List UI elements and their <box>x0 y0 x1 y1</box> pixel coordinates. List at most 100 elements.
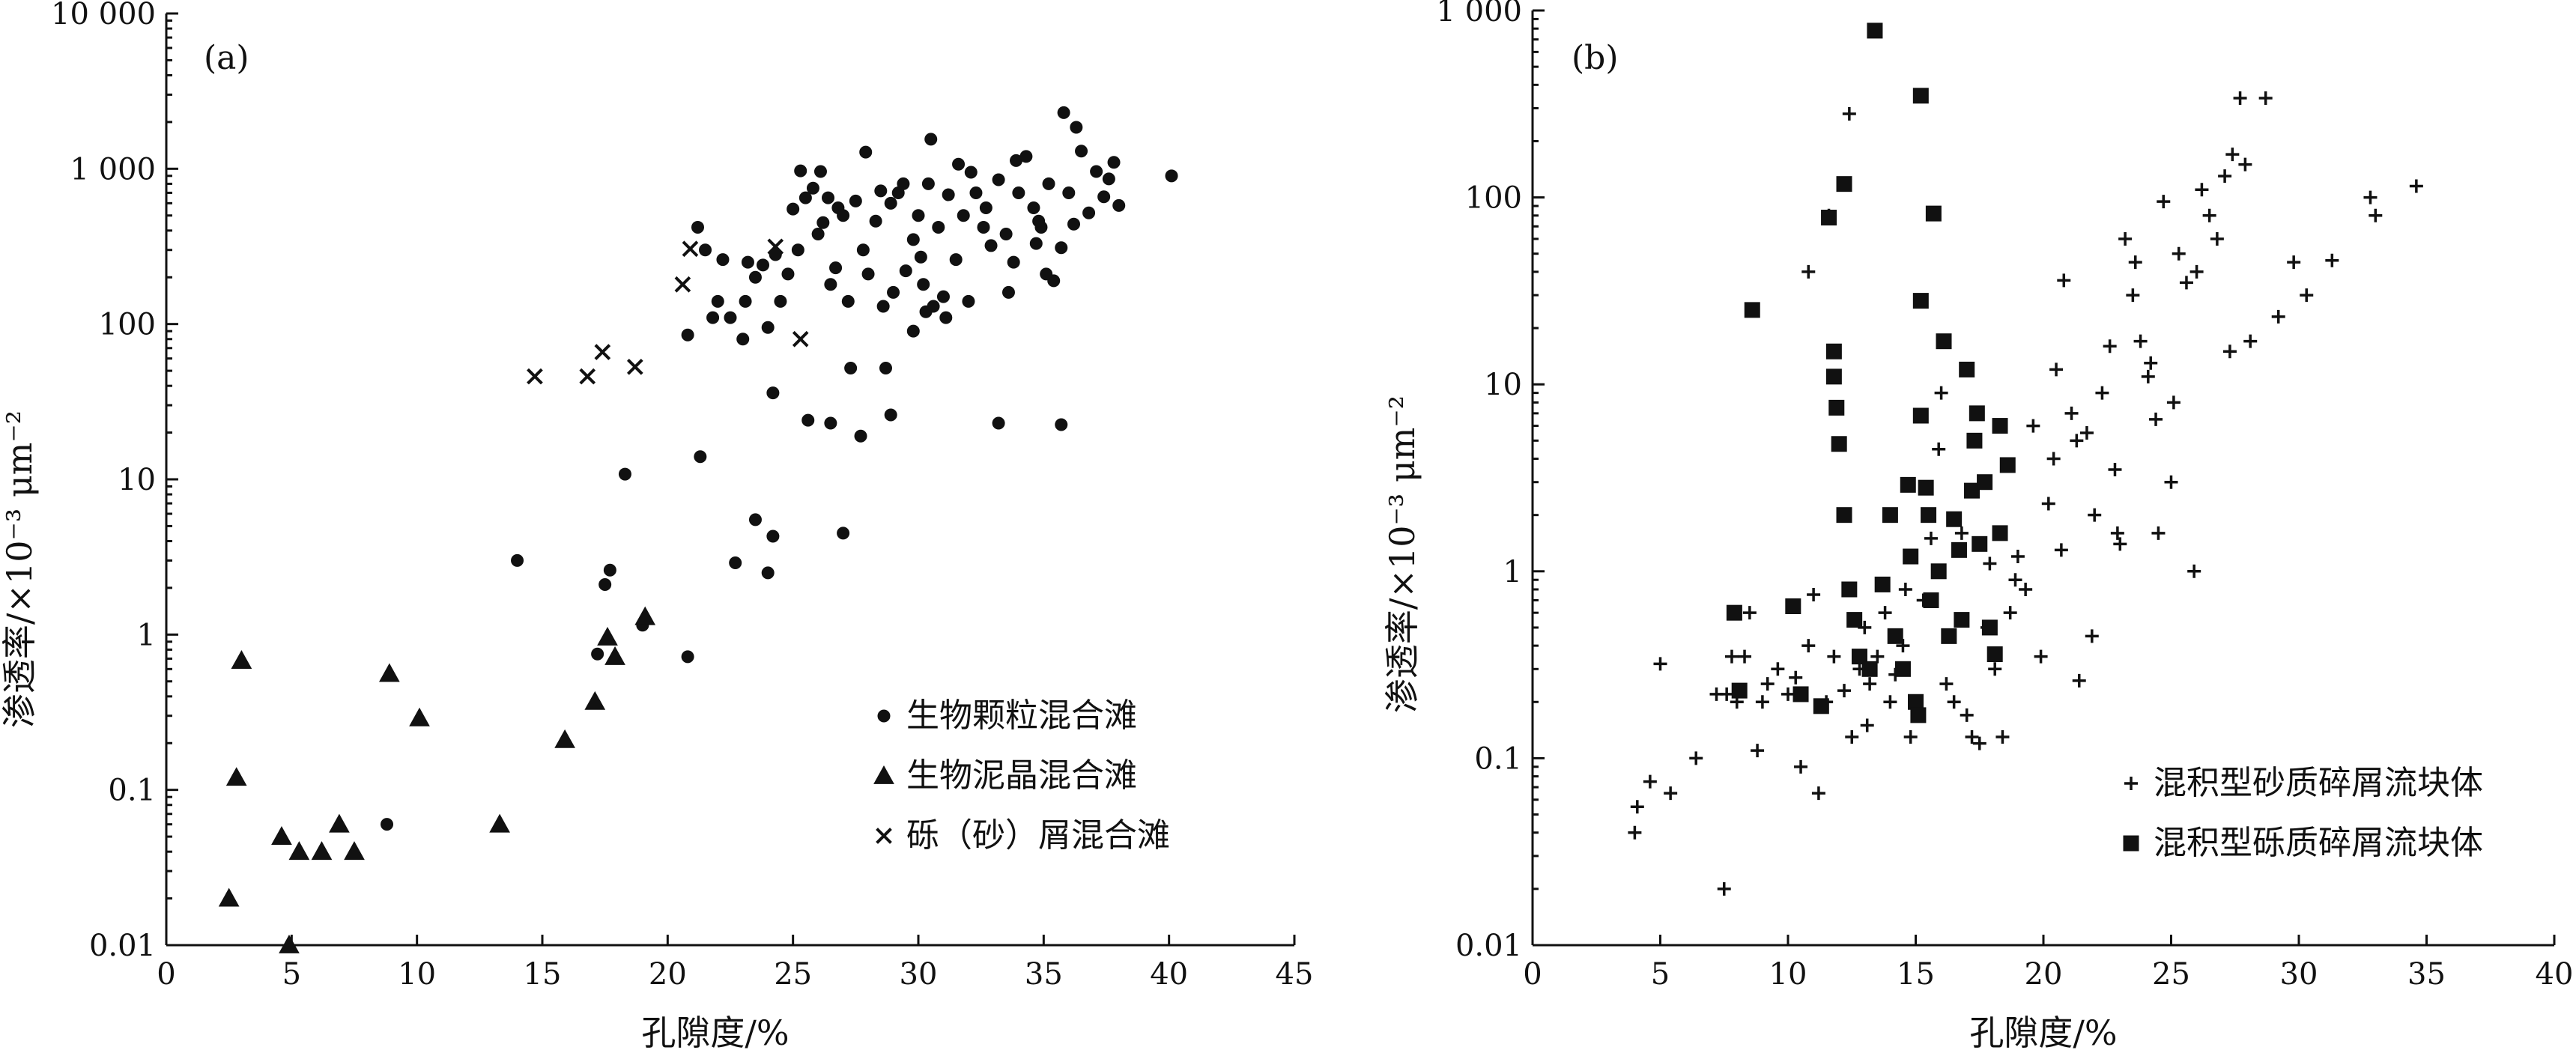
panel-b-series-1-point <box>1939 677 1954 691</box>
panel-a-series-1-point <box>1055 241 1068 255</box>
panel-b-series-1-point <box>2172 246 2186 261</box>
panel-b-series-2-point <box>1867 22 1883 39</box>
panel-b-series-1-point <box>1789 670 1803 685</box>
panel-a-x-tick-label: 0 <box>157 957 175 992</box>
panel-a-series-1-point <box>1112 198 1126 212</box>
panel-b-series-2-point <box>1825 368 1842 385</box>
panel-a-series-1-point <box>1082 206 1096 219</box>
panel-b-series-1-point <box>2243 334 2258 348</box>
panel-a-series-2-point <box>409 707 430 726</box>
panel-a-series-1-point <box>906 324 920 338</box>
panel-a-series-1-point <box>1042 177 1055 190</box>
panel-b-series-1-point <box>2108 463 2122 477</box>
panel-a-series-2-point <box>584 691 606 710</box>
panel-a-series-1-point <box>861 267 875 281</box>
panel-b-series-1-point <box>1720 687 1734 701</box>
panel-a-series-1-point <box>781 267 795 281</box>
panel-a-series-1-point <box>591 647 604 661</box>
panel-b-series-1-point <box>2144 356 2158 370</box>
panel-a-series-1-point <box>681 650 694 664</box>
panel-a-series-1-point <box>887 285 900 299</box>
panel-a-series-1-point <box>829 261 843 275</box>
panel-b-series-2-point <box>1887 628 1903 644</box>
panel-b-series-2 <box>1726 22 2016 723</box>
panel-b-series-1-point <box>1643 774 1657 789</box>
panel-b-series-2-point <box>1821 210 1837 226</box>
panel-b-series-1-point <box>2202 208 2216 222</box>
panel-b-series-2-point <box>1861 661 1878 677</box>
panel-a-y-tick-label: 10 <box>118 463 156 497</box>
panel-b-series-1-point <box>2128 255 2142 270</box>
panel-a-series-1-point <box>952 157 966 171</box>
panel-a-series-1-point <box>699 243 712 257</box>
panel-b-series-2-point <box>1930 563 1947 580</box>
panel-b-series-1-point <box>2189 264 2204 279</box>
panel-b-series-1-point <box>2157 195 2171 209</box>
panel-a-series-1-point <box>761 321 775 334</box>
panel-b-series-1-point <box>1760 677 1775 691</box>
panel-a-series-1-point <box>791 243 804 257</box>
panel-a-series-1-point <box>774 294 787 308</box>
panel-b-legend-label-2: 混积型砾质碎屑流块体 <box>2154 824 2483 862</box>
panel-b-series-1-point <box>2110 526 2124 540</box>
panel-b-series-1-point <box>1781 687 1795 701</box>
panel-b-points <box>1628 22 2423 896</box>
panel-b-series-1-point <box>2126 288 2140 303</box>
panel-b-legend-label-1: 混积型砂质碎屑流块体 <box>2154 764 2483 802</box>
panel-a-series-2-point <box>279 934 300 953</box>
panel-b-series-2-point <box>1792 686 1809 703</box>
panel-a-series-1-point <box>794 164 807 177</box>
panel-a-series-1-point <box>748 513 762 527</box>
panel-a-series-1-point <box>841 294 855 308</box>
panel-b-series-2-point <box>1908 694 1924 710</box>
panel-b-series-1-point <box>1878 606 1892 620</box>
panel-b-series-1-point <box>2151 526 2166 540</box>
panel-b-series-1-point <box>1811 786 1825 801</box>
panel-a-series-2-point <box>597 626 618 646</box>
panel-a-series-1-point <box>921 177 935 190</box>
panel-b-series-2-point <box>1828 399 1845 416</box>
panel-b-series-2-point <box>1992 525 2008 541</box>
panel-b-series-1-point <box>1801 264 1816 279</box>
panel-a-series-1-point <box>716 253 730 267</box>
panel-a-series-1-point <box>879 362 892 375</box>
panel-a-series-2-point <box>271 826 292 845</box>
panel-b-series-1-point <box>2222 345 2237 359</box>
panel-a-series-1-point <box>876 300 890 313</box>
panel-a-x-tick-label: 25 <box>774 957 812 992</box>
panel-a-points <box>218 106 1178 953</box>
panel-b-series-2-point <box>1925 205 1942 222</box>
panel-b-series-2-point <box>1951 541 1967 558</box>
panel-a-series-1-point <box>984 239 998 252</box>
panel-a-x-tick-label: 15 <box>524 957 562 992</box>
panel-b-series-1-point <box>2141 369 2155 383</box>
panel-a-series-1-point <box>917 278 930 291</box>
panel-b-series-1-point <box>2325 253 2339 267</box>
panel-a-series-1-point <box>939 311 953 324</box>
panel-b-series-1-point <box>1954 526 1969 540</box>
panel-b-series-2-point <box>1894 661 1911 677</box>
panel-b-series-1-point <box>2179 276 2193 290</box>
panel-b-series-1-point <box>1771 662 1785 676</box>
panel-b-series-1-point <box>1628 825 1642 840</box>
panel-a-series-1-point <box>1097 190 1111 204</box>
panel-b-series-1-point <box>1827 649 1841 664</box>
panel-a-series-2-point <box>311 841 333 861</box>
panel-b-series-2-point <box>1941 628 1957 644</box>
panel-b-y-tick-label: 0.01 <box>1455 929 1522 963</box>
panel-a-series-1-point <box>381 818 394 831</box>
panel-a-series-1-point <box>999 227 1013 240</box>
panel-b-series-1-point <box>1883 695 1897 709</box>
panel-a-series-3-point <box>626 359 643 375</box>
panel-b-series-1-point <box>2010 550 2025 564</box>
panel-b-label: (b) <box>1572 39 1619 77</box>
panel-b-series-1-point <box>2133 334 2148 348</box>
panel-a-series-1-point <box>1067 217 1080 231</box>
panel-a-series-1-point <box>787 202 800 216</box>
panel-a-series-1-point <box>964 166 978 179</box>
panel-a-series-1-point <box>1070 121 1083 134</box>
panel-b-series-1-point <box>2369 208 2383 222</box>
panel-a-y-tick-label: 0.1 <box>108 774 156 808</box>
